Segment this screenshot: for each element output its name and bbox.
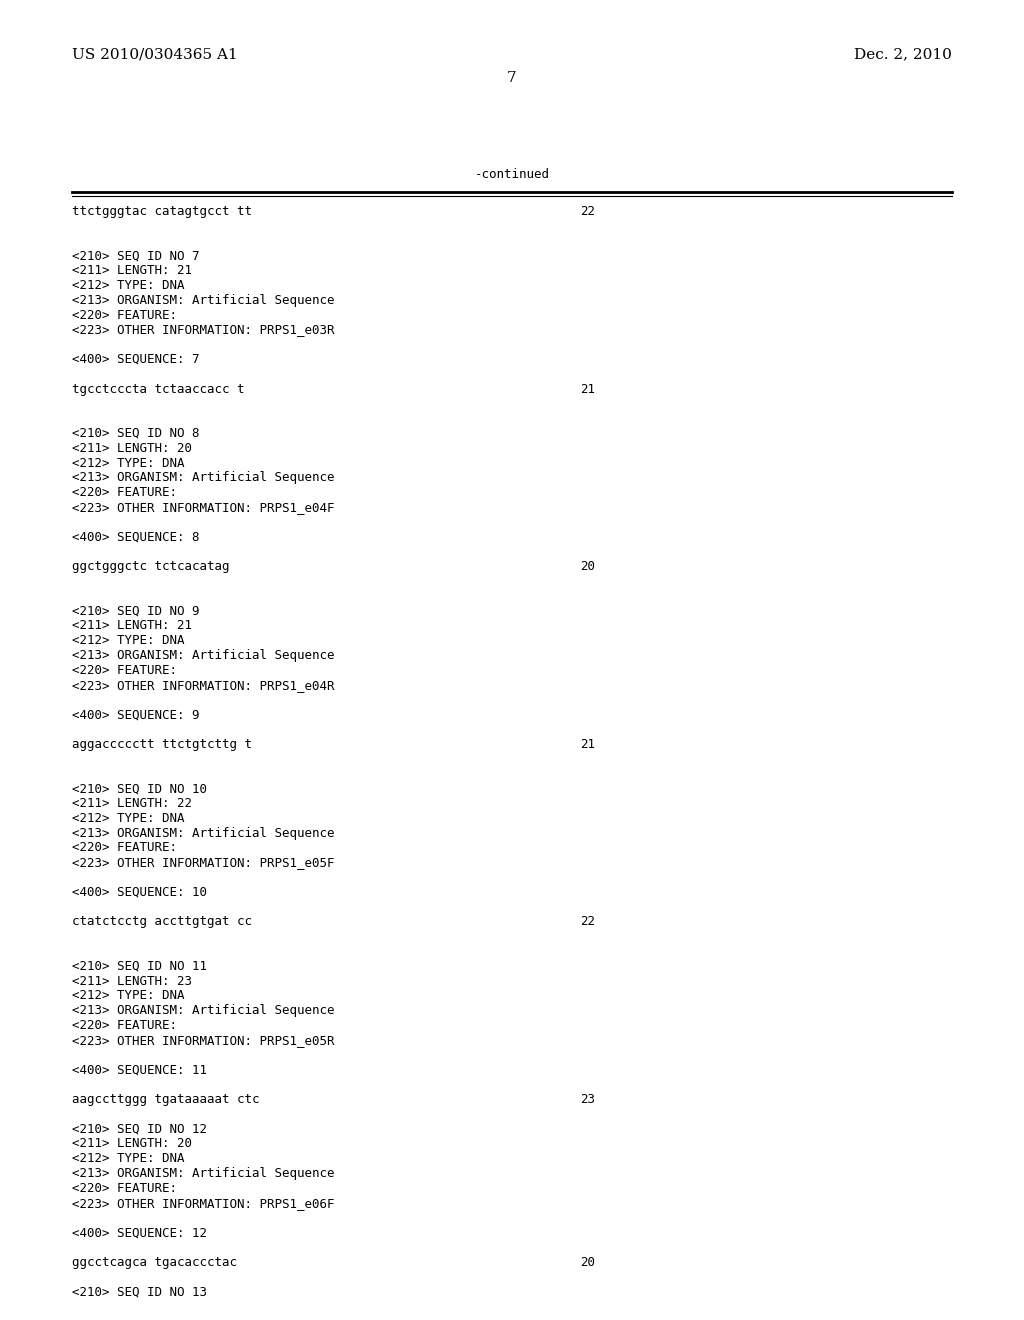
Text: ctatctcctg accttgtgat cc: ctatctcctg accttgtgat cc [72, 915, 252, 928]
Text: <212> TYPE: DNA: <212> TYPE: DNA [72, 457, 184, 470]
Text: <220> FEATURE:: <220> FEATURE: [72, 309, 177, 322]
Text: aagccttggg tgataaaaat ctc: aagccttggg tgataaaaat ctc [72, 1093, 259, 1106]
Text: <213> ORGANISM: Artificial Sequence: <213> ORGANISM: Artificial Sequence [72, 471, 335, 484]
Text: <211> LENGTH: 20: <211> LENGTH: 20 [72, 442, 193, 455]
Text: <213> ORGANISM: Artificial Sequence: <213> ORGANISM: Artificial Sequence [72, 294, 335, 306]
Text: ttctgggtac catagtgcct tt: ttctgggtac catagtgcct tt [72, 205, 252, 218]
Text: <211> LENGTH: 20: <211> LENGTH: 20 [72, 1138, 193, 1151]
Text: <211> LENGTH: 21: <211> LENGTH: 21 [72, 264, 193, 277]
Text: <213> ORGANISM: Artificial Sequence: <213> ORGANISM: Artificial Sequence [72, 1005, 335, 1018]
Text: 21: 21 [580, 738, 595, 751]
Text: <213> ORGANISM: Artificial Sequence: <213> ORGANISM: Artificial Sequence [72, 649, 335, 663]
Text: <400> SEQUENCE: 7: <400> SEQUENCE: 7 [72, 352, 200, 366]
Text: <210> SEQ ID NO 10: <210> SEQ ID NO 10 [72, 783, 207, 795]
Text: US 2010/0304365 A1: US 2010/0304365 A1 [72, 48, 238, 61]
Text: <400> SEQUENCE: 11: <400> SEQUENCE: 11 [72, 1064, 207, 1076]
Text: <213> ORGANISM: Artificial Sequence: <213> ORGANISM: Artificial Sequence [72, 1167, 335, 1180]
Text: <211> LENGTH: 21: <211> LENGTH: 21 [72, 619, 193, 632]
Text: ggcctcagca tgacaccctac: ggcctcagca tgacaccctac [72, 1255, 237, 1269]
Text: <223> OTHER INFORMATION: PRPS1_e05F: <223> OTHER INFORMATION: PRPS1_e05F [72, 857, 335, 869]
Text: <400> SEQUENCE: 9: <400> SEQUENCE: 9 [72, 709, 200, 721]
Text: <220> FEATURE:: <220> FEATURE: [72, 664, 177, 677]
Text: 23: 23 [580, 1093, 595, 1106]
Text: <220> FEATURE:: <220> FEATURE: [72, 1019, 177, 1032]
Text: tgcctcccta tctaaccacc t: tgcctcccta tctaaccacc t [72, 383, 245, 396]
Text: <212> TYPE: DNA: <212> TYPE: DNA [72, 634, 184, 647]
Text: <220> FEATURE:: <220> FEATURE: [72, 841, 177, 854]
Text: <211> LENGTH: 23: <211> LENGTH: 23 [72, 974, 193, 987]
Text: <210> SEQ ID NO 12: <210> SEQ ID NO 12 [72, 1122, 207, 1135]
Text: 22: 22 [580, 205, 595, 218]
Text: <212> TYPE: DNA: <212> TYPE: DNA [72, 279, 184, 292]
Text: <400> SEQUENCE: 10: <400> SEQUENCE: 10 [72, 886, 207, 899]
Text: <210> SEQ ID NO 8: <210> SEQ ID NO 8 [72, 426, 200, 440]
Text: ggctgggctc tctcacatag: ggctgggctc tctcacatag [72, 560, 229, 573]
Text: 22: 22 [580, 915, 595, 928]
Text: <210> SEQ ID NO 13: <210> SEQ ID NO 13 [72, 1286, 207, 1299]
Text: 7: 7 [507, 71, 517, 84]
Text: <223> OTHER INFORMATION: PRPS1_e06F: <223> OTHER INFORMATION: PRPS1_e06F [72, 1197, 335, 1209]
Text: 20: 20 [580, 560, 595, 573]
Text: Dec. 2, 2010: Dec. 2, 2010 [854, 48, 952, 61]
Text: -continued: -continued [474, 168, 550, 181]
Text: <210> SEQ ID NO 9: <210> SEQ ID NO 9 [72, 605, 200, 618]
Text: <223> OTHER INFORMATION: PRPS1_e04R: <223> OTHER INFORMATION: PRPS1_e04R [72, 678, 335, 692]
Text: <400> SEQUENCE: 8: <400> SEQUENCE: 8 [72, 531, 200, 544]
Text: <210> SEQ ID NO 11: <210> SEQ ID NO 11 [72, 960, 207, 973]
Text: <212> TYPE: DNA: <212> TYPE: DNA [72, 812, 184, 825]
Text: <223> OTHER INFORMATION: PRPS1_e03R: <223> OTHER INFORMATION: PRPS1_e03R [72, 323, 335, 337]
Text: <220> FEATURE:: <220> FEATURE: [72, 486, 177, 499]
Text: <220> FEATURE:: <220> FEATURE: [72, 1181, 177, 1195]
Text: 21: 21 [580, 383, 595, 396]
Text: <213> ORGANISM: Artificial Sequence: <213> ORGANISM: Artificial Sequence [72, 826, 335, 840]
Text: <210> SEQ ID NO 7: <210> SEQ ID NO 7 [72, 249, 200, 263]
Text: <223> OTHER INFORMATION: PRPS1_e05R: <223> OTHER INFORMATION: PRPS1_e05R [72, 1034, 335, 1047]
Text: 20: 20 [580, 1255, 595, 1269]
Text: <223> OTHER INFORMATION: PRPS1_e04F: <223> OTHER INFORMATION: PRPS1_e04F [72, 502, 335, 513]
Text: <211> LENGTH: 22: <211> LENGTH: 22 [72, 797, 193, 810]
Text: <212> TYPE: DNA: <212> TYPE: DNA [72, 990, 184, 1002]
Text: <400> SEQUENCE: 12: <400> SEQUENCE: 12 [72, 1226, 207, 1239]
Text: <212> TYPE: DNA: <212> TYPE: DNA [72, 1152, 184, 1166]
Text: aggaccccctt ttctgtcttg t: aggaccccctt ttctgtcttg t [72, 738, 252, 751]
